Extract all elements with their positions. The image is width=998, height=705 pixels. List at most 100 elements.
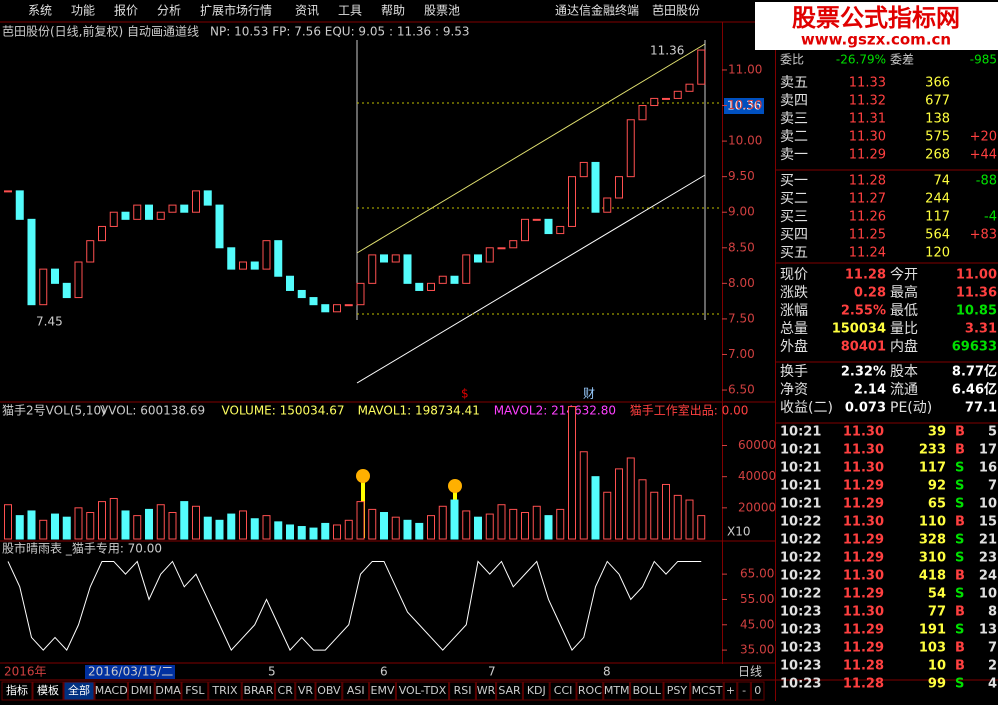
tab-label[interactable]: DMA	[155, 684, 181, 697]
tab-label[interactable]: DMI	[131, 684, 152, 697]
volume-bar	[145, 508, 153, 540]
menu-item[interactable]: 工具	[338, 4, 362, 18]
tab-label[interactable]: BRAR	[243, 684, 273, 697]
tab[interactable]	[295, 681, 316, 701]
tab-label[interactable]: SAR	[498, 684, 521, 697]
tab[interactable]	[395, 681, 450, 701]
tab[interactable]	[522, 681, 550, 701]
tab-label[interactable]: ASI	[347, 684, 365, 697]
stat-cell: 0.28	[854, 286, 886, 301]
trade-cell: 10	[979, 587, 997, 602]
tab-label[interactable]: 模板	[37, 683, 59, 697]
tab[interactable]	[663, 681, 691, 701]
menu-item[interactable]: 报价	[114, 3, 138, 18]
menu-item[interactable]: 分析	[157, 4, 181, 18]
menu-item[interactable]: 系统	[28, 4, 52, 18]
menu-item[interactable]: 扩展市场行情	[200, 3, 272, 18]
tab[interactable]	[475, 681, 497, 701]
tab[interactable]	[1, 681, 33, 701]
trade-cell: 39	[928, 425, 946, 440]
menu-item[interactable]: 股票池	[424, 4, 460, 18]
tab-label[interactable]: MTM	[604, 684, 630, 697]
volume-bar	[509, 508, 518, 540]
tab-label[interactable]: PSY	[667, 684, 688, 697]
trade-cell: 7	[988, 641, 997, 656]
tab-label[interactable]: CR	[278, 684, 294, 697]
tab[interactable]	[154, 681, 182, 701]
tab[interactable]	[723, 681, 738, 701]
volume-bar	[297, 526, 306, 540]
stat-cell: 3.31	[965, 322, 997, 337]
tab[interactable]	[576, 681, 604, 701]
legend-entry: MAVOL1: 198734.41	[358, 404, 480, 418]
tab[interactable]	[275, 681, 296, 701]
trade-cell: 11.29	[843, 533, 884, 548]
menu-item[interactable]: 资讯	[295, 4, 319, 18]
stat-cell: 150034	[832, 322, 886, 337]
volume-bar	[98, 501, 106, 540]
tab[interactable]	[315, 681, 343, 701]
tab-label[interactable]: 指标	[6, 683, 28, 697]
tab[interactable]	[449, 681, 476, 701]
candle	[603, 197, 612, 213]
tab[interactable]	[241, 681, 276, 701]
order-cell: +20	[970, 130, 997, 145]
tab-label[interactable]: 全部	[68, 683, 90, 697]
candle	[438, 275, 447, 284]
tab-label[interactable]: RSI	[454, 684, 472, 697]
menu-item[interactable]: 芭田股份	[652, 4, 700, 18]
tab-label[interactable]: MACD	[95, 684, 128, 697]
tab-label[interactable]: 0	[754, 684, 761, 697]
tab-label[interactable]: WR	[477, 684, 496, 697]
tab-label[interactable]: KDJ	[527, 684, 546, 697]
candle	[662, 97, 670, 100]
tab[interactable]	[737, 681, 751, 701]
tab-label[interactable]: MCST	[692, 684, 723, 697]
menu-item[interactable]: 通达信金融终端	[555, 3, 639, 18]
tab[interactable]	[549, 681, 577, 701]
tab-label[interactable]: +	[726, 684, 735, 697]
tab[interactable]	[181, 681, 209, 701]
tab-label[interactable]: VOL-TDX	[399, 684, 447, 697]
tab[interactable]	[208, 681, 242, 701]
tab[interactable]	[127, 681, 155, 701]
legend-entry: VOLUME: 150034.67	[222, 404, 345, 418]
volume-bar	[86, 512, 95, 540]
tab-label[interactable]: -	[742, 684, 746, 697]
tab[interactable]	[32, 681, 64, 701]
order-cell: 575	[925, 130, 950, 145]
tab[interactable]	[342, 681, 370, 701]
tab-label[interactable]: BOLL	[633, 684, 662, 697]
tab-label[interactable]: OBV	[317, 684, 341, 697]
tab[interactable]	[630, 681, 664, 701]
tab-label[interactable]: EMV	[371, 684, 395, 697]
tab[interactable]	[63, 681, 95, 701]
trade-cell: 11.29	[843, 479, 884, 494]
tab[interactable]	[496, 681, 523, 701]
tab[interactable]	[750, 681, 765, 701]
tab-label[interactable]: VR	[298, 684, 314, 697]
tab[interactable]	[94, 681, 128, 701]
event-marker: 财	[583, 387, 595, 401]
tab-label[interactable]: CCI	[554, 684, 573, 697]
candle	[180, 204, 189, 213]
menu-item[interactable]: 功能	[71, 4, 95, 18]
volume-bar	[391, 516, 400, 540]
order-cell: 11.27	[849, 192, 886, 207]
menu-item[interactable]: 帮助	[381, 4, 405, 18]
stat-cell: PE(动)	[890, 400, 932, 416]
tab[interactable]	[369, 681, 396, 701]
volume-bar	[415, 522, 424, 540]
volume-bar	[532, 505, 541, 540]
tab-label[interactable]: TRIX	[211, 684, 238, 697]
tab-label[interactable]: ROC	[578, 684, 602, 697]
date-label: 2016/03/15/二	[88, 665, 173, 679]
candle	[403, 254, 412, 284]
candle	[485, 247, 494, 263]
candle	[556, 225, 565, 235]
tab-label[interactable]: FSL	[185, 684, 205, 697]
tab[interactable]	[690, 681, 724, 701]
volume-bar	[262, 515, 271, 540]
candle	[239, 261, 247, 270]
tab[interactable]	[603, 681, 631, 701]
